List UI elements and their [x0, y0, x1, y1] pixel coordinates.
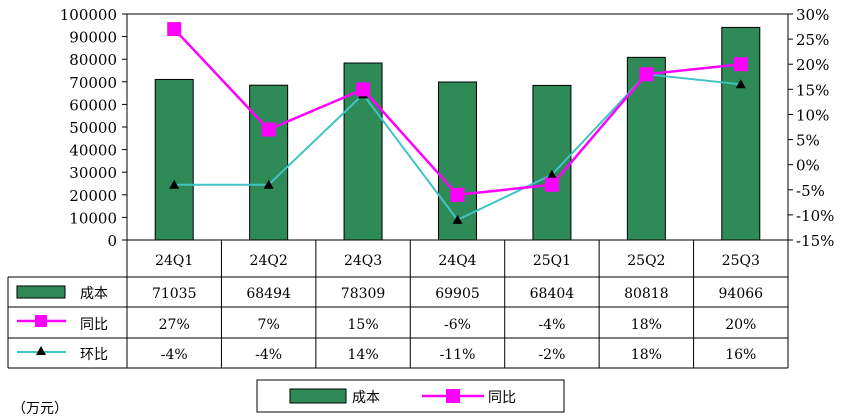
cost-value-cell: 68494 — [246, 286, 291, 302]
cost-value-cell: 68404 — [530, 286, 575, 302]
yoy-point — [544, 177, 559, 192]
qoq-value-cell: 14% — [348, 347, 379, 363]
y-axis-tick-label: 60000 — [69, 96, 117, 114]
row-key-qoq-marker — [36, 346, 46, 355]
legend-label-yoy: 同比 — [488, 390, 516, 406]
y2-axis-tick-label: 15% — [796, 81, 829, 99]
qoq-value-cell: -2% — [538, 347, 565, 363]
unit-label: （万元） — [12, 401, 68, 417]
x-axis-category-label: 24Q4 — [438, 253, 476, 269]
row-key-cost — [16, 285, 66, 299]
row-header-yoy: 同比 — [80, 317, 108, 333]
cost-value-cell: 94066 — [719, 286, 764, 302]
y-axis-tick-label: 70000 — [69, 74, 117, 92]
row-header-cost: 成本 — [80, 286, 108, 302]
cost-value-cell: 80818 — [624, 286, 669, 302]
y-axis-tick-label: 100000 — [60, 6, 117, 24]
y-axis-tick-label: 30000 — [69, 164, 117, 182]
yoy-value-cell: 15% — [348, 317, 379, 333]
cost-bar — [626, 56, 666, 241]
yoy-value-cell: -6% — [444, 317, 471, 333]
y-axis-tick-label: 20000 — [69, 187, 117, 205]
row-key-yoy-marker — [35, 315, 47, 327]
y2-axis-tick-label: -5% — [796, 182, 825, 200]
y-axis-tick-label: 0 — [107, 232, 117, 250]
y2-axis-tick-label: 25% — [796, 31, 829, 49]
cost-bar — [532, 84, 572, 241]
legend-key-cost — [289, 388, 347, 404]
x-axis-category-label: 24Q3 — [344, 253, 382, 269]
qoq-value-cell: -11% — [440, 347, 476, 363]
legend-key-yoy-marker — [446, 389, 460, 403]
qoq-point — [169, 179, 180, 189]
y2-axis-tick-label: 20% — [796, 56, 829, 74]
qoq-value-cell: 18% — [631, 347, 662, 363]
qoq-point — [263, 179, 274, 189]
y2-axis-tick-label: 30% — [796, 6, 829, 24]
qoq-value-cell: -4% — [161, 347, 188, 363]
y-axis-tick-label: 50000 — [69, 119, 117, 137]
y2-axis-tick-label: -15% — [796, 232, 834, 250]
cost-bar — [249, 84, 289, 241]
yoy-value-cell: -4% — [538, 317, 565, 333]
yoy-point — [733, 57, 748, 72]
yoy-point — [450, 187, 465, 202]
yoy-point — [261, 122, 276, 137]
y2-axis-tick-label: -10% — [796, 207, 834, 225]
x-axis-category-label: 25Q3 — [722, 253, 760, 269]
yoy-value-cell: 20% — [725, 317, 756, 333]
yoy-point — [356, 82, 371, 97]
yoy-point — [167, 22, 182, 37]
x-axis-category-label: 25Q1 — [533, 253, 571, 269]
y-axis-tick-label: 40000 — [69, 142, 117, 160]
y-axis-tick-label: 10000 — [69, 209, 117, 227]
cost-value-cell: 78309 — [341, 286, 386, 302]
legend-label-cost: 成本 — [352, 390, 380, 406]
cost-value-cell: 71035 — [152, 286, 197, 302]
qoq-value-cell: -4% — [255, 347, 282, 363]
y2-axis-tick-label: 0% — [796, 157, 820, 175]
y-axis-tick-label: 90000 — [69, 29, 117, 47]
yoy-value-cell: 7% — [258, 317, 280, 333]
y-axis-tick-label: 80000 — [69, 51, 117, 69]
qoq-point — [452, 214, 463, 224]
yoy-point — [639, 67, 654, 82]
yoy-value-cell: 18% — [631, 317, 662, 333]
yoy-value-cell: 27% — [159, 317, 190, 333]
qoq-point — [546, 169, 557, 179]
cost-bar — [154, 78, 194, 241]
y2-axis-tick-label: 10% — [796, 106, 829, 124]
qoq-value-cell: 16% — [725, 347, 756, 363]
x-axis-category-label: 24Q2 — [250, 253, 288, 269]
y2-axis-tick-label: 5% — [796, 132, 820, 150]
x-axis-category-label: 24Q1 — [155, 253, 193, 269]
qoq-point — [735, 79, 746, 89]
cost-value-cell: 69905 — [435, 286, 480, 302]
row-header-qoq: 环比 — [80, 347, 108, 363]
x-axis-category-label: 25Q2 — [627, 253, 665, 269]
